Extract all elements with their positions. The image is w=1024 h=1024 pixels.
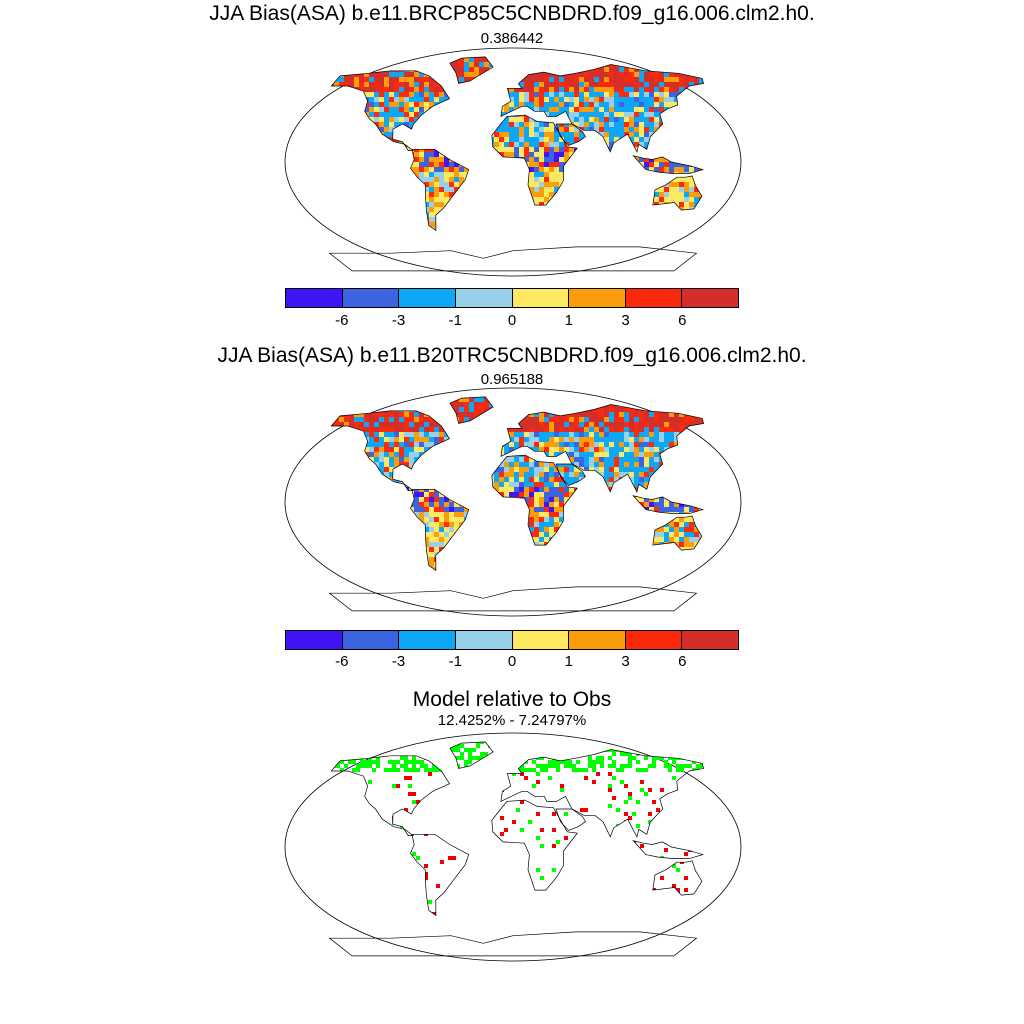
panel1-bias-map [284,47,742,277]
coastline-africa [491,114,578,206]
colorbar-tick-label: 0 [507,653,517,670]
colorbar-box [342,289,400,307]
coastline-antarctica [328,586,698,612]
coastline-australia [652,175,703,211]
coastline-namerica [330,70,451,151]
world-map-svg [284,387,742,617]
panel1-subtitle: 0.386442 [480,30,544,47]
colorbar-tick-label: -6 [335,653,349,670]
colorbar-tick-label: -3 [391,653,406,670]
panel1-colorbar [285,288,739,308]
coastline-antarctica [328,246,698,272]
coastline-africa [491,799,578,891]
coastline-australia [652,515,703,551]
colorbar-tick-label: 1 [564,312,573,329]
map-frame [284,732,742,962]
colorbar-tick-label: -6 [335,312,349,329]
colorbar-tick-label: -1 [448,653,462,670]
panel2-subtitle: 0.965188 [480,371,544,388]
panel3-subtitle: 12.4252% - 7.24797% [437,712,587,729]
colorbar-box [455,631,513,649]
panel3-title: Model relative to Obs [412,688,612,711]
world-map-svg [284,47,742,277]
coastline-indonesia [632,495,705,514]
colorbar-tick-label: 0 [507,312,517,329]
panel2-colorbar-labels: -6 -3 -1 0 1 3 6 [285,653,739,673]
panel2-colorbar [285,630,739,650]
colorbar-box [682,631,738,649]
coastline-namerica [330,410,451,491]
coastline-eurasia [500,64,705,153]
coastline-greenland [449,396,494,424]
colorbar-box [286,289,343,307]
coastline-arabia [555,463,586,486]
panel2-title: JJA Bias(ASA) b.e11.B20TRC5CNBDRD.f09_g1… [217,344,807,367]
colorbar-tick-label: 3 [621,312,630,329]
colorbar-tick-label: 6 [678,312,687,329]
panel1-colorbar-labels: -6 -3 -1 0 1 3 6 [285,312,739,332]
coastline-australia [652,860,703,896]
colorbar-box [286,631,343,649]
coastline-greenland [449,741,494,769]
coastline-antarctica [328,931,698,957]
coastline-indonesia [632,155,705,174]
colorbar-box [399,631,456,649]
coastline-namerica [330,755,451,836]
colorbar-tick-label: -1 [448,312,462,329]
coastline-samerica [410,148,470,232]
panel3-relative-map [284,732,742,962]
panel1-title: JJA Bias(ASA) b.e11.BRCP85C5CNBDRD.f09_g… [209,2,815,25]
colorbar-tick-label: 3 [621,653,630,670]
colorbar-tick-label: -3 [391,312,406,329]
colorbar-tick-label: 1 [564,653,573,670]
colorbar-box [512,631,570,649]
colorbar-box [682,289,738,307]
coastline-greenland [449,56,494,84]
colorbar-box [455,289,513,307]
colorbar-box [512,289,570,307]
coastline-africa [491,454,578,546]
coastline-samerica [410,833,470,917]
world-map-svg [284,732,742,962]
colorbar-box [342,631,400,649]
coastline-indonesia [632,840,705,859]
coastline-eurasia [500,749,705,838]
coastline-arabia [555,808,586,831]
colorbar-box [569,631,626,649]
colorbar-box [625,631,683,649]
colorbar-box [625,289,683,307]
colorbar-box [399,289,456,307]
coastline-samerica [410,488,470,572]
colorbar-box [569,289,626,307]
colorbar-tick-label: 6 [678,653,687,670]
coastline-arabia [555,123,586,146]
coastline-eurasia [500,404,705,493]
panel2-bias-map [284,387,742,617]
